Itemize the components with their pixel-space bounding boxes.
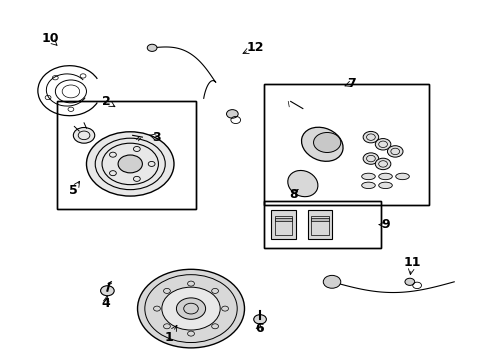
Circle shape	[374, 158, 390, 170]
Circle shape	[86, 132, 174, 196]
Text: 7: 7	[346, 77, 355, 90]
Circle shape	[323, 275, 340, 288]
Circle shape	[313, 132, 340, 153]
Text: 3: 3	[152, 131, 161, 144]
Circle shape	[73, 127, 95, 143]
Bar	[264, 202, 380, 248]
Text: 10: 10	[41, 32, 59, 45]
Circle shape	[118, 155, 142, 173]
Circle shape	[147, 44, 157, 51]
Text: 2: 2	[102, 95, 110, 108]
Bar	[274, 217, 291, 221]
Circle shape	[176, 298, 205, 319]
Circle shape	[374, 139, 390, 150]
Circle shape	[253, 315, 266, 324]
Circle shape	[386, 146, 402, 157]
Ellipse shape	[361, 182, 374, 189]
Circle shape	[137, 269, 244, 348]
Text: 4: 4	[102, 297, 110, 310]
Circle shape	[226, 110, 238, 118]
Bar	[271, 210, 295, 239]
Circle shape	[363, 131, 378, 143]
Bar	[264, 84, 428, 205]
Text: 8: 8	[288, 188, 297, 201]
Ellipse shape	[378, 182, 391, 189]
Ellipse shape	[287, 171, 317, 197]
Bar	[264, 84, 428, 205]
Circle shape	[162, 287, 220, 330]
Bar	[307, 210, 331, 239]
Ellipse shape	[378, 173, 391, 180]
Text: 1: 1	[164, 332, 173, 345]
Circle shape	[101, 286, 114, 296]
Text: 11: 11	[403, 256, 420, 269]
Text: 12: 12	[246, 41, 264, 54]
Ellipse shape	[395, 173, 408, 180]
Bar	[57, 102, 196, 208]
Bar	[274, 216, 291, 235]
Circle shape	[363, 153, 378, 164]
Ellipse shape	[301, 127, 343, 161]
Bar	[310, 216, 328, 235]
Text: 6: 6	[254, 322, 263, 335]
Bar	[57, 102, 196, 208]
Bar	[264, 202, 380, 248]
Text: 9: 9	[381, 218, 389, 231]
Text: 5: 5	[69, 184, 78, 197]
Bar	[310, 217, 328, 221]
Circle shape	[404, 278, 414, 285]
Ellipse shape	[361, 173, 374, 180]
